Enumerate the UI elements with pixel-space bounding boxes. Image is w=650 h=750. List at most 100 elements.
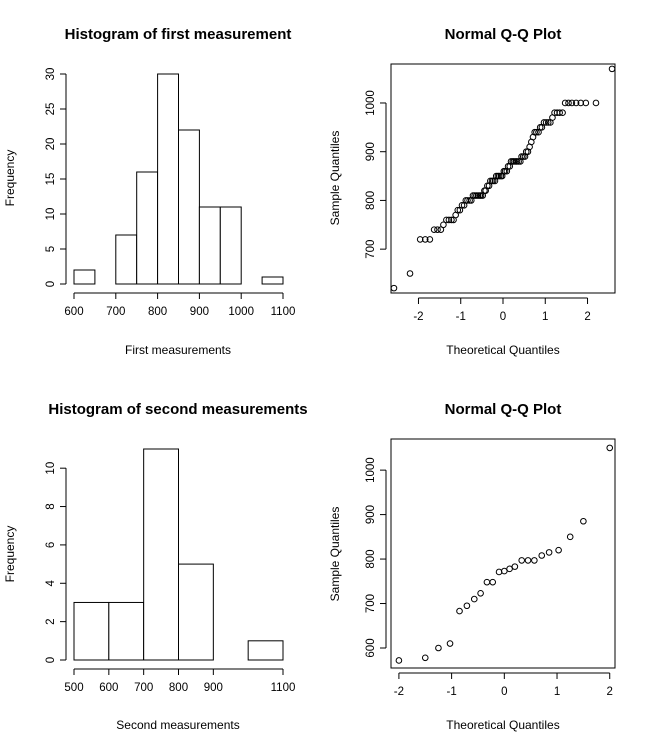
qq-point: [606, 444, 614, 452]
histogram-bar: [247, 640, 284, 661]
histogram-bar: [73, 269, 96, 285]
qq-point: [580, 517, 587, 525]
histogram-second-panel: Histogram of second measurements 500 600 7…: [3, 401, 308, 732]
qq-points: [390, 65, 616, 292]
qq-point: [518, 557, 526, 564]
x-tick-label: 700: [134, 682, 153, 694]
qq-point: [545, 549, 553, 556]
y-tick-label: 700: [365, 594, 377, 613]
x-tick-label: 800: [169, 682, 188, 694]
qq-point: [566, 533, 574, 541]
qq-point: [416, 236, 424, 243]
y-tick-label: 0: [45, 657, 57, 663]
x-axis-label: Second measurements: [116, 718, 239, 732]
qq-point: [501, 567, 508, 575]
qq-point: [540, 119, 548, 126]
qq-point: [445, 216, 453, 224]
qq-point: [495, 568, 503, 576]
histogram-bar: [108, 601, 145, 661]
x-tick-label: 600: [99, 682, 118, 694]
histogram-bar: [136, 171, 159, 285]
y-axis: 700 800 900 1000: [365, 90, 387, 259]
y-axis: 0 5 10 15 20 25 30: [45, 68, 67, 287]
chart-title: Histogram of second measurements: [48, 401, 307, 418]
qq-point: [477, 589, 484, 597]
histogram-bars: [73, 448, 284, 661]
x-tick-label: 900: [204, 682, 223, 694]
qq-point: [577, 99, 585, 107]
y-tick-label: 600: [365, 638, 377, 657]
y-tick-label: 25: [45, 103, 57, 116]
plot-frame: [390, 438, 616, 669]
x-axis: -2 -1 0 1 2: [413, 297, 591, 323]
y-axis: 600 700 800 900 1000: [365, 457, 387, 658]
qq-plot-first-panel: Normal Q-Q Plot -2 -1 0 1 2 700 800 900 1000 Th…: [328, 26, 616, 357]
x-tick-label: 600: [64, 306, 83, 318]
plot-frame: [390, 63, 616, 294]
histogram-bar: [73, 601, 110, 661]
x-axis: 600 700 800 900 1000 1100: [64, 292, 295, 318]
y-tick-label: 20: [45, 138, 57, 151]
y-tick-label: 15: [45, 173, 57, 186]
y-tick-label: 6: [45, 542, 57, 548]
qq-point: [592, 99, 600, 107]
y-tick-label: 30: [45, 68, 57, 81]
x-tick-label: -1: [446, 686, 456, 698]
histogram-bar: [198, 206, 221, 285]
qq-point: [464, 197, 471, 204]
histogram-bar: [261, 276, 284, 285]
x-tick-label: 2: [607, 686, 613, 698]
qq-point: [561, 99, 569, 107]
qq-point: [421, 654, 429, 662]
qq-point: [463, 602, 471, 610]
qq-point: [470, 595, 478, 603]
x-tick-label: 800: [148, 306, 167, 318]
qq-point: [542, 119, 550, 126]
qq-point: [551, 109, 558, 117]
y-tick-label: 1000: [365, 457, 377, 483]
histogram-bar: [178, 129, 200, 285]
x-axis: -2 -1 0 1 2: [394, 672, 613, 698]
y-tick-label: 900: [365, 505, 377, 524]
histogram-bar: [219, 206, 242, 285]
qq-point: [395, 657, 403, 664]
qq-point: [608, 65, 616, 73]
chart-title: Normal Q-Q Plot: [445, 401, 562, 418]
histogram-bar: [178, 563, 214, 661]
y-axis-label: Sample Quantiles: [328, 131, 342, 226]
x-axis-label: Theoretical Quantiles: [446, 718, 559, 732]
x-tick-label: 2: [584, 311, 590, 323]
qq-point: [582, 99, 590, 107]
y-tick-label: 8: [45, 503, 57, 509]
y-axis-label: Frequency: [3, 526, 17, 583]
qq-point: [489, 578, 497, 586]
y-tick-label: 2: [45, 618, 57, 624]
qq-point: [454, 206, 462, 214]
qq-point: [430, 226, 438, 233]
x-tick-label: 900: [190, 306, 209, 318]
qq-point: [421, 236, 429, 243]
qq-point: [448, 216, 455, 224]
y-tick-label: 10: [45, 462, 57, 475]
y-tick-label: 10: [45, 208, 57, 221]
x-tick-label: -2: [413, 311, 423, 323]
qq-point: [426, 236, 434, 243]
x-tick-label: 1: [554, 686, 560, 698]
qq-point: [458, 201, 466, 209]
qq-point: [524, 557, 532, 564]
qq-point: [446, 640, 454, 647]
y-tick-label: 4: [45, 579, 57, 586]
x-tick-label: 1: [542, 311, 548, 323]
y-tick-label: 800: [365, 191, 377, 210]
x-axis-label: Theoretical Quantiles: [446, 343, 559, 357]
histogram-first-panel: Histogram of first measurement 600 700 800…: [3, 26, 295, 357]
qq-point: [572, 99, 580, 107]
qq-point: [406, 270, 414, 277]
qq-plot-second-panel: Normal Q-Q Plot -2 -1 0 1 2 600 700 800 900 1000…: [328, 401, 616, 732]
qq-point: [559, 109, 566, 117]
x-tick-label: -2: [394, 686, 404, 698]
qq-point: [555, 546, 562, 554]
histogram-bar: [157, 73, 180, 285]
qq-point: [568, 99, 576, 107]
